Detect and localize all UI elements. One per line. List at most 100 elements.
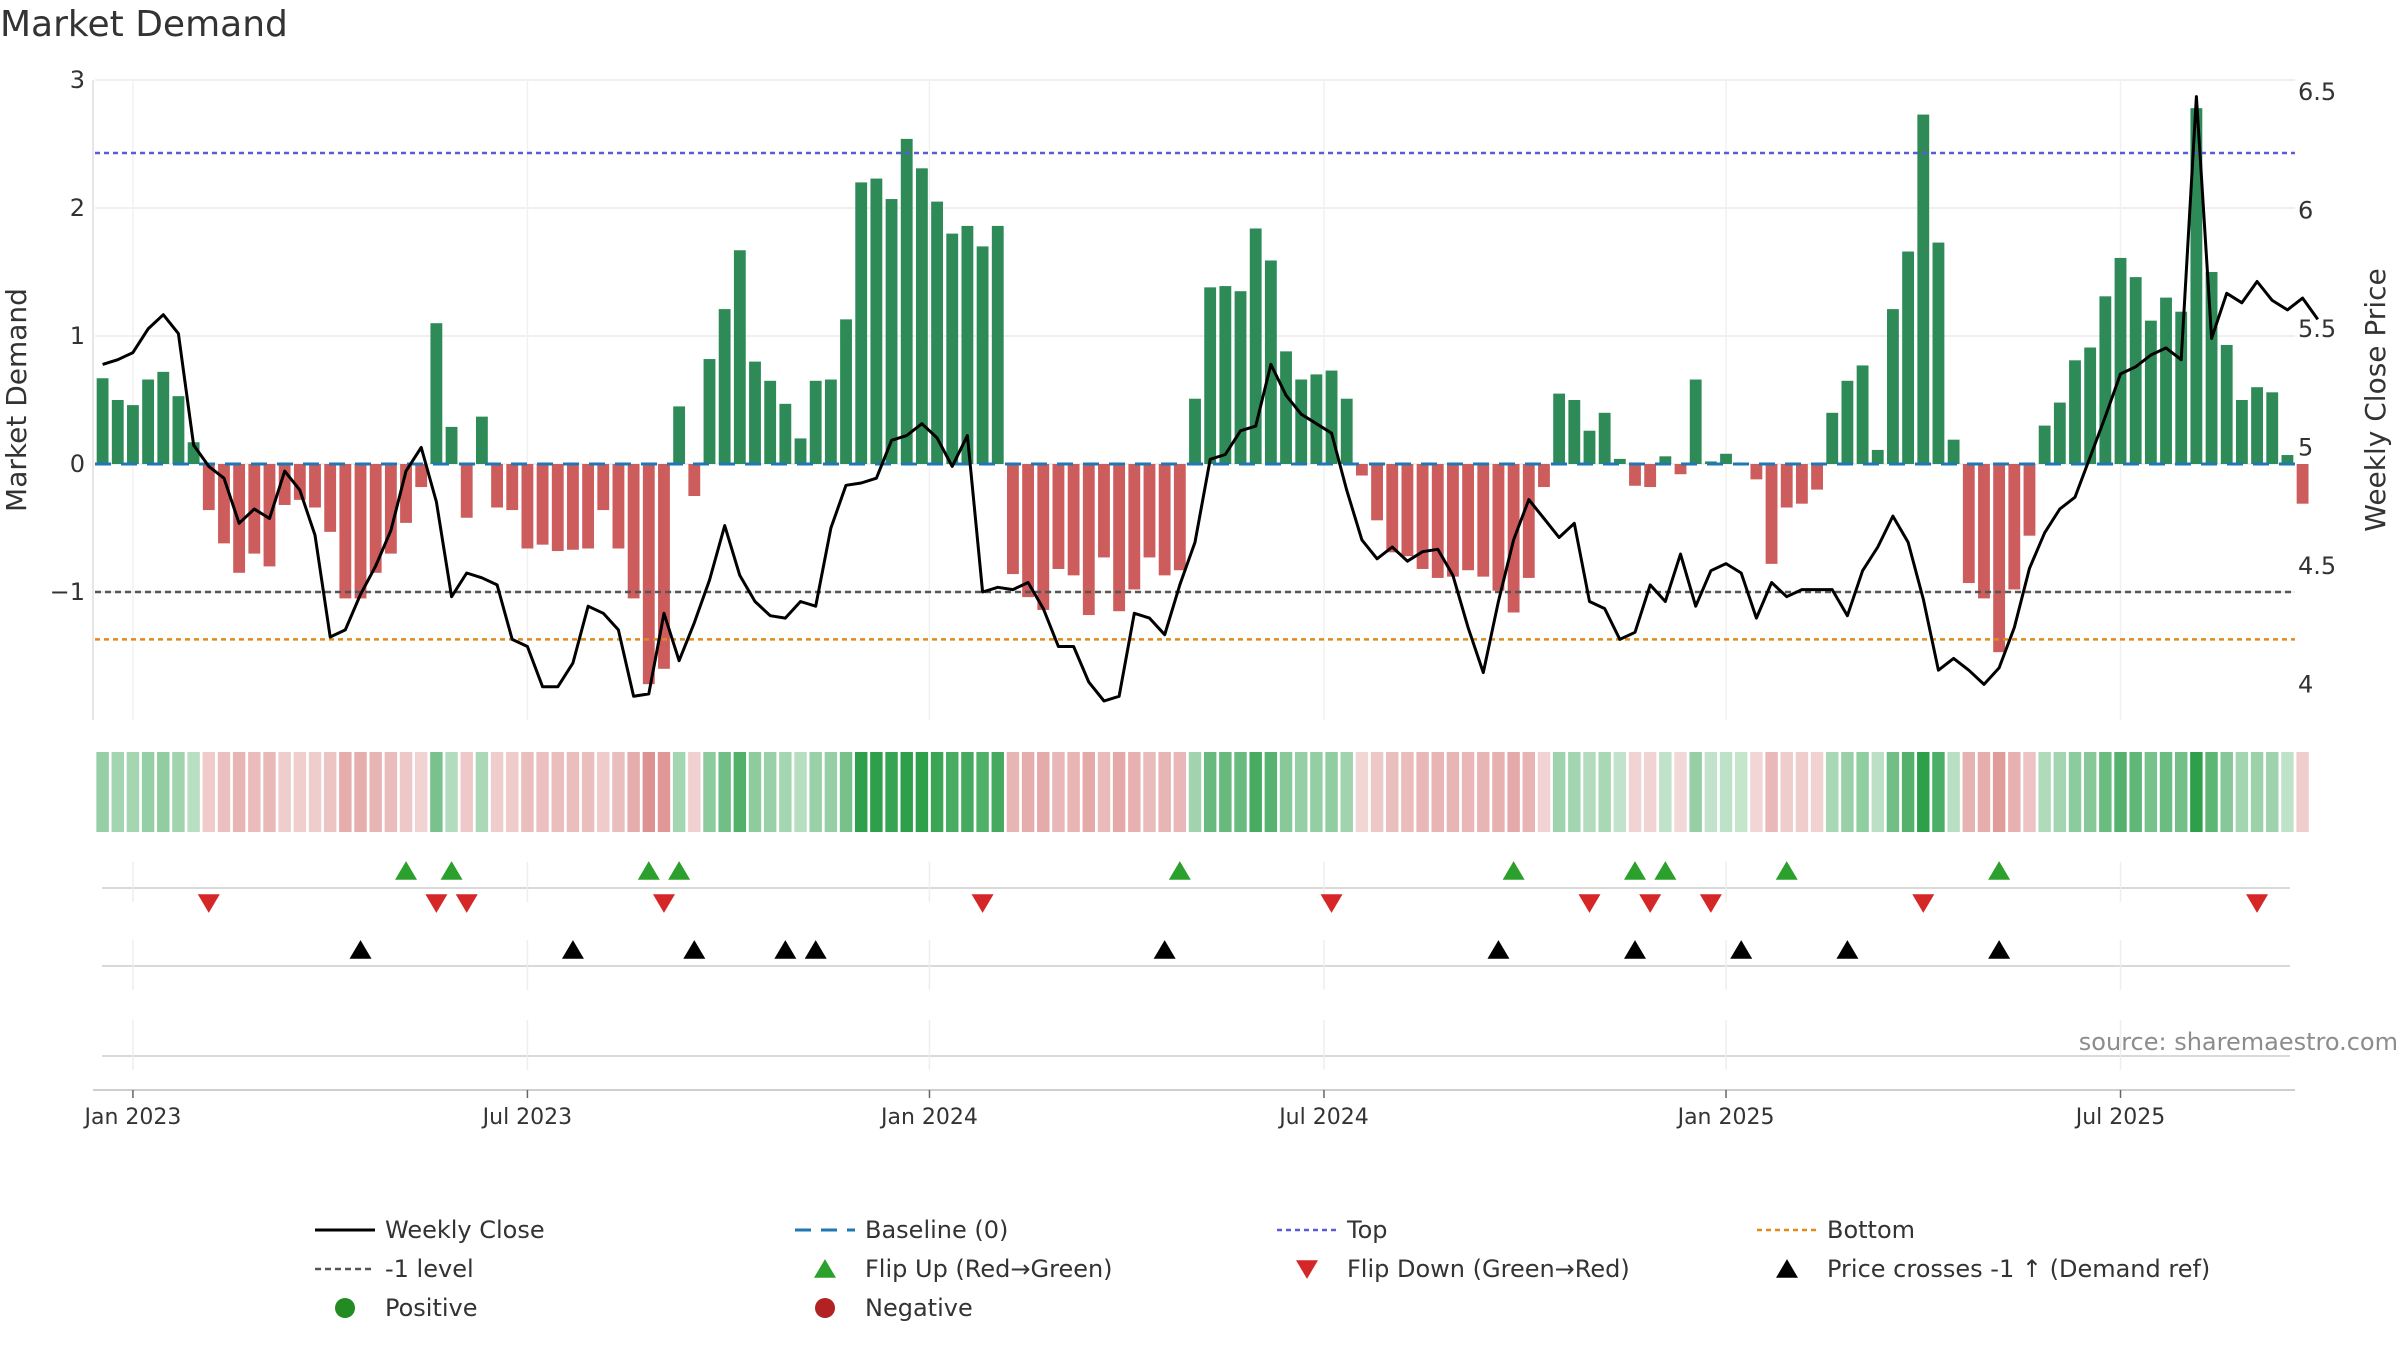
demand-bar [597, 464, 610, 511]
heat-strip-cell [1112, 752, 1126, 832]
demand-bar [172, 396, 185, 464]
demand-bar [2175, 311, 2188, 464]
demand-bar [1598, 412, 1611, 464]
demand-bar [415, 464, 428, 488]
heat-strip-cell [1021, 752, 1035, 832]
heat-strip-cell [597, 752, 610, 832]
demand-bar [1280, 351, 1292, 464]
demand-bar [521, 464, 534, 549]
heat-strip-cell [1765, 752, 1778, 832]
price-cross-marker [349, 940, 372, 959]
demand-bar [536, 464, 549, 545]
heat-strip-cell [475, 752, 489, 832]
heat-strip-cell [111, 752, 124, 832]
flip-up-marker [440, 861, 463, 880]
demand-bar [1234, 291, 1247, 464]
heat-strip-cell [1643, 752, 1657, 832]
price-cross-marker [1487, 940, 1510, 959]
heat-strip-cell [1507, 752, 1520, 832]
heat-strip-cell [202, 752, 216, 832]
demand-bar [1340, 398, 1353, 464]
demand-bar [1826, 412, 1839, 464]
flip-down-marker [425, 894, 448, 913]
chart-title: Market Demand [0, 4, 288, 45]
heat-strip-cell [1279, 752, 1293, 832]
heat-strip-cell [1674, 752, 1687, 832]
heat-strip-cell [1294, 752, 1308, 832]
price-cross-marker [683, 940, 706, 959]
demand-bar [1189, 398, 1201, 464]
heat-strip-cell [293, 752, 307, 832]
demand-bar [749, 361, 761, 464]
demand-bar [2235, 400, 2248, 464]
legend-label-minus-one: -1 level [385, 1255, 474, 1283]
price-cross-marker [1730, 940, 1753, 959]
heat-strip-cell [1401, 752, 1414, 832]
legend-label-top: Top [1346, 1216, 1388, 1244]
demand-bar [324, 464, 337, 532]
heat-strip-cell [1659, 752, 1672, 832]
heat-strip-cell [1598, 752, 1611, 832]
demand-bar [400, 464, 412, 523]
heat-strip-cell [1628, 752, 1642, 832]
weekly-close-line [102, 95, 2320, 703]
demand-bar [764, 380, 777, 464]
heat-strip-cell [1340, 752, 1353, 832]
y-tick-label-right: 5 [2298, 433, 2313, 461]
legend-swatch-positive [335, 1298, 355, 1318]
heat-strip-cell [1704, 752, 1718, 832]
heat-strip-cell [976, 752, 989, 832]
heat-strip-cell [1067, 752, 1080, 832]
demand-bar [1674, 464, 1687, 475]
heat-strip-cell [1962, 752, 1976, 832]
heat-strip-cell [2281, 752, 2294, 832]
demand-bar [870, 178, 883, 464]
heat-strip-cell [1234, 752, 1247, 832]
flip-up-marker [1988, 861, 2011, 880]
x-tick-label: Jan 2023 [82, 1105, 181, 1130]
demand-bar [824, 379, 837, 464]
heat-strip-cell [1264, 752, 1278, 832]
y-tick-label-left: 1 [70, 322, 85, 350]
demand-bar [233, 464, 246, 573]
price-cross-marker [774, 940, 797, 959]
heat-strip-cell [2099, 752, 2112, 832]
demand-bar [1553, 393, 1566, 464]
demand-bar [2251, 387, 2263, 464]
demand-bar [2084, 347, 2097, 464]
heat-strip-cell [551, 752, 564, 832]
demand-bar [1492, 464, 1505, 591]
demand-bar [1887, 309, 1899, 464]
heat-strip-cell [900, 752, 913, 832]
demand-bar [976, 246, 989, 464]
demand-bar [1765, 464, 1778, 564]
heat-strip-cell [1932, 752, 1945, 832]
demand-bar [567, 464, 579, 550]
legend-label-weekly-close: Weekly Close [385, 1216, 545, 1244]
heat-strip-cell [187, 752, 200, 832]
demand-bar [1644, 464, 1657, 488]
heat-strip-cell [1826, 752, 1839, 832]
demand-bar [491, 464, 503, 508]
demand-bar [2114, 257, 2127, 464]
demand-bar [1143, 464, 1156, 558]
x-tick-label: Jan 2025 [1676, 1105, 1775, 1130]
heat-strip-cell [779, 752, 792, 832]
demand-bar [218, 464, 230, 544]
demand-bar [642, 464, 655, 685]
demand-bar [1249, 228, 1262, 464]
heat-strip-cell [1037, 752, 1050, 832]
heat-strip-cell [1249, 752, 1262, 832]
demand-bar [1613, 458, 1626, 464]
heat-strip-cell [2220, 752, 2233, 832]
heat-strip-cell [1203, 752, 1217, 832]
heat-strip-cell [961, 752, 974, 832]
demand-bar [1659, 456, 1672, 464]
heat-strip-cell [1719, 752, 1733, 832]
demand-bar [1902, 251, 1915, 464]
heat-strip-cell [854, 752, 868, 832]
heat-strip-cell [1901, 752, 1915, 832]
demand-bar [1568, 400, 1581, 464]
x-tick-label: Jul 2025 [2074, 1105, 2166, 1130]
heat-strip-cell [1917, 752, 1930, 832]
